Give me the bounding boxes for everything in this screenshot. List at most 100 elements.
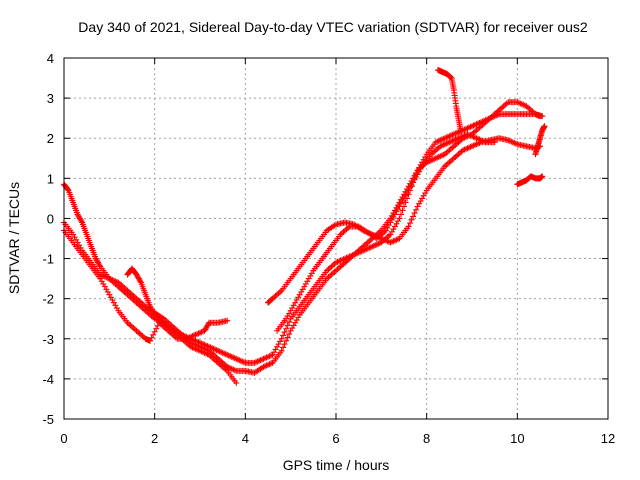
data-point [402, 199, 409, 206]
data-point [476, 124, 483, 131]
data-point [121, 284, 128, 291]
data-point [405, 223, 412, 230]
data-point [444, 148, 451, 155]
series-1 [61, 111, 546, 366]
y-tick-label: 3 [47, 91, 54, 106]
data-point [307, 272, 314, 279]
data-point [305, 275, 312, 282]
data-point [397, 211, 404, 218]
data-point [71, 234, 78, 241]
chart-title: Day 340 of 2021, Sidereal Day-to-day VTE… [78, 19, 588, 35]
data-point [278, 335, 285, 342]
data-point [124, 287, 131, 294]
data-point [292, 319, 299, 326]
data-point [450, 155, 457, 162]
data-point [387, 231, 394, 238]
x-tick-label: 2 [151, 431, 158, 446]
data-point [280, 332, 287, 339]
data-point [385, 222, 392, 229]
data-point [210, 355, 217, 362]
data-point [271, 349, 278, 356]
data-point [491, 139, 498, 146]
data-point [416, 200, 423, 207]
data-point [137, 278, 144, 285]
data-point [539, 173, 546, 180]
data-point [159, 318, 166, 325]
data-point [390, 226, 397, 233]
data-point [450, 143, 457, 150]
data-point [407, 184, 414, 191]
data-point [496, 107, 503, 114]
data-point [337, 263, 344, 270]
data-point [213, 358, 220, 365]
data-point [163, 322, 170, 329]
data-point [397, 200, 404, 207]
data-point [473, 127, 480, 134]
data-point [391, 211, 398, 218]
x-tick-label: 6 [332, 431, 339, 446]
data-point [449, 144, 456, 151]
data-point [333, 267, 339, 274]
series-9 [532, 123, 548, 158]
data-point [171, 329, 178, 336]
data-point [284, 322, 291, 329]
data-point [537, 113, 543, 120]
data-point [73, 236, 80, 243]
x-tick-label: 8 [423, 431, 430, 446]
data-point [503, 100, 510, 107]
data-point [183, 339, 190, 346]
data-point [78, 218, 85, 225]
data-point [103, 286, 110, 293]
data-point [390, 214, 397, 221]
x-tick-label: 12 [601, 431, 615, 446]
data-point [298, 288, 305, 295]
data-point [331, 268, 338, 275]
data-point [419, 195, 426, 202]
data-point [219, 363, 226, 370]
data-point [401, 195, 407, 202]
data-marks [61, 67, 548, 386]
data-point [444, 160, 451, 167]
data-point [289, 325, 296, 332]
data-point [447, 145, 454, 152]
data-point [100, 280, 107, 287]
data-point [148, 334, 155, 341]
data-point [215, 359, 222, 366]
data-point [293, 297, 300, 304]
data-point [119, 283, 126, 290]
y-axis-label: SDTVAR / TECUs [6, 182, 22, 294]
data-point [494, 108, 501, 115]
data-point [112, 302, 119, 309]
data-point [475, 125, 482, 132]
data-point [329, 262, 336, 269]
data-point [151, 328, 158, 335]
data-point [388, 216, 395, 223]
data-point [416, 168, 423, 175]
data-point [384, 224, 391, 231]
data-point [290, 322, 297, 329]
data-point [166, 325, 173, 332]
x-axis-ticks: 0 2 4 6 8 10 12 [60, 58, 615, 446]
data-point [113, 305, 120, 312]
data-point [280, 344, 287, 351]
series-3 [61, 227, 231, 344]
data-point [110, 299, 117, 306]
data-point [343, 226, 350, 233]
data-point [399, 207, 406, 214]
data-point [129, 291, 135, 298]
series-8 [514, 173, 546, 188]
data-point [283, 325, 290, 332]
data-point [296, 291, 303, 298]
data-point [284, 313, 291, 320]
data-point [125, 321, 132, 328]
data-point [136, 298, 143, 305]
data-point [135, 297, 142, 304]
data-point [76, 242, 83, 249]
data-point [275, 341, 282, 348]
data-point [429, 149, 436, 156]
data-point [339, 262, 346, 269]
data-point [184, 341, 191, 348]
data-point [455, 151, 462, 158]
data-point [361, 242, 368, 249]
data-point [443, 161, 450, 168]
